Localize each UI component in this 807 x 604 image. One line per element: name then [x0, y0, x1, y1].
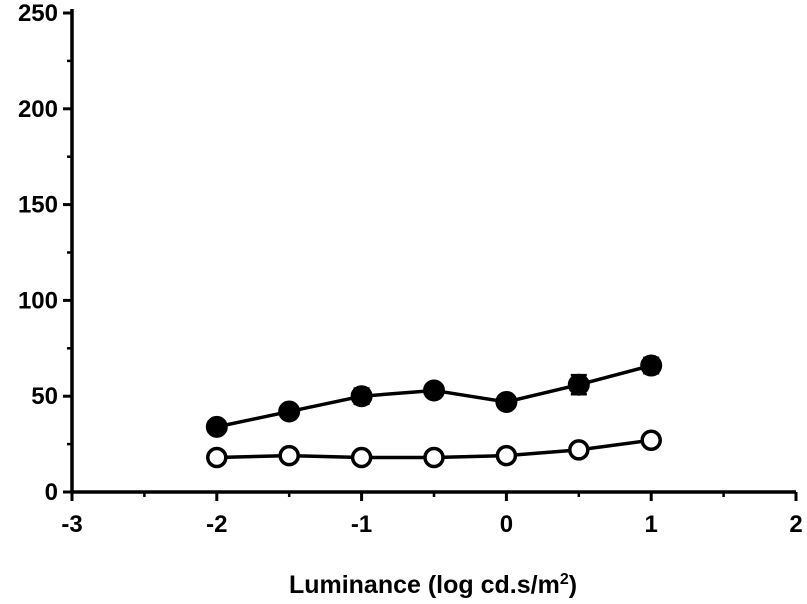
data-point	[567, 373, 590, 396]
x-tick-label: 1	[645, 511, 658, 538]
y-tick-label: 50	[31, 383, 58, 410]
data-point	[350, 385, 373, 408]
data-point	[495, 444, 518, 467]
series-layer	[205, 354, 663, 469]
data-point	[568, 439, 590, 461]
data-point	[423, 379, 445, 402]
y-tick-label: 200	[18, 96, 58, 123]
y-tick-label: 0	[45, 479, 58, 506]
data-point	[640, 429, 662, 452]
x-tick-label: 0	[500, 511, 513, 538]
x-tick-label: -2	[206, 511, 227, 538]
data-point	[278, 444, 300, 467]
data-point	[206, 446, 228, 469]
axes: 0 50 100 150 200 250 -3 -2 -1 0 1 2	[18, 0, 803, 538]
data-point	[423, 446, 445, 469]
data-point	[640, 354, 663, 377]
y-tick-label: 150	[18, 192, 58, 219]
y-tick-label: 100	[18, 287, 58, 314]
x-tick-label: -3	[61, 511, 82, 538]
x-tick-label: 2	[789, 511, 802, 538]
data-point	[350, 446, 373, 469]
series-1	[205, 354, 663, 438]
y-tick-label: 250	[18, 0, 58, 27]
series-2	[206, 429, 662, 469]
data-point	[495, 390, 518, 413]
x-tick-label: -1	[351, 511, 372, 538]
data-point	[278, 400, 301, 423]
x-axis-title: Luminance (log cd.s/m2)	[289, 571, 577, 599]
data-point	[205, 415, 228, 438]
